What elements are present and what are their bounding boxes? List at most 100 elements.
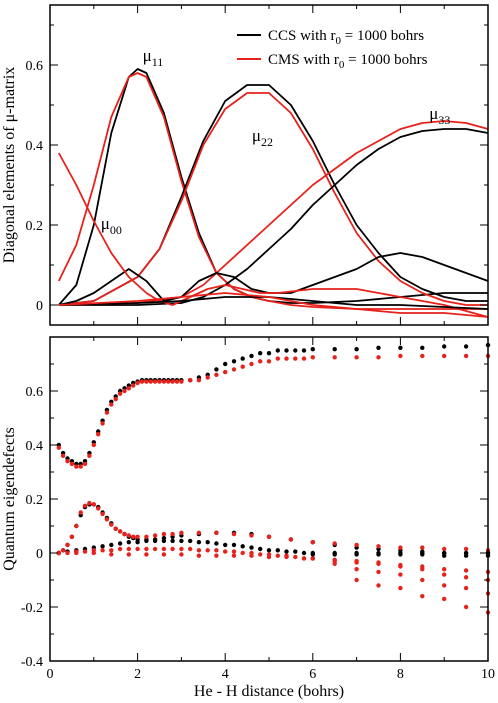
data-point	[205, 548, 210, 553]
data-point	[109, 522, 114, 527]
x-tick-label: 4	[222, 667, 229, 682]
y-tick-label: 0	[36, 547, 43, 562]
data-point	[332, 541, 337, 546]
data-point	[310, 552, 315, 557]
y-tick-label: 0	[36, 299, 43, 314]
data-point	[301, 356, 307, 361]
data-point	[196, 540, 202, 545]
data-point	[354, 567, 359, 572]
data-point	[214, 541, 219, 546]
data-point	[442, 583, 447, 588]
data-point	[240, 364, 245, 369]
data-point	[100, 511, 105, 517]
data-point	[442, 344, 447, 349]
series-points-5	[56, 546, 491, 575]
data-point	[442, 546, 447, 552]
data-point	[109, 402, 114, 407]
y-axis-label: Diagonal elements of μ-matrix	[1, 67, 18, 264]
data-point	[174, 379, 180, 384]
data-point	[152, 546, 158, 552]
legend-label-ccs: CCS with r0 = 1000 bohrs	[268, 28, 424, 47]
data-point	[179, 552, 184, 557]
series-line-4	[58, 128, 489, 306]
data-point	[196, 378, 202, 383]
data-point	[131, 534, 136, 539]
data-point	[249, 553, 254, 558]
data-point	[144, 546, 149, 552]
data-point	[249, 545, 254, 550]
data-point	[354, 552, 359, 557]
data-point	[310, 540, 315, 545]
data-point	[332, 552, 337, 557]
data-point	[293, 356, 298, 361]
data-point	[249, 353, 254, 359]
series-points-2	[56, 502, 491, 556]
y-tick-label: 0.2	[26, 493, 44, 508]
data-point	[152, 379, 158, 384]
panel-1: 0 2 4 6 8 10 -0.4 -0.2 0 0.2 0.4 0.6 Quantum eigende…	[1, 336, 495, 700]
data-point	[60, 453, 66, 458]
data-point	[376, 569, 381, 575]
data-point	[144, 552, 149, 557]
data-point	[266, 554, 272, 560]
data-point	[161, 531, 167, 537]
data-point	[354, 558, 359, 564]
data-point	[420, 567, 425, 572]
data-point	[139, 379, 145, 384]
data-point	[214, 372, 219, 377]
curve-annotation: μ00	[101, 214, 122, 237]
data-point	[376, 583, 381, 588]
data-point	[157, 379, 162, 384]
data-point	[205, 540, 210, 545]
data-point	[420, 577, 425, 583]
data-point	[135, 546, 140, 552]
data-point	[249, 361, 254, 367]
data-point	[135, 540, 140, 545]
data-point	[60, 548, 66, 553]
data-point	[196, 548, 202, 553]
data-point	[144, 379, 149, 384]
data-point	[442, 596, 447, 602]
data-point	[152, 533, 158, 538]
data-point	[284, 356, 289, 361]
data-point	[109, 542, 114, 548]
legend-label-cms: CMS with r0 = 1000 bohrs	[268, 52, 428, 71]
data-point	[100, 548, 105, 553]
data-point	[56, 445, 61, 450]
data-point	[117, 546, 123, 552]
data-point	[258, 351, 263, 356]
data-point	[266, 351, 272, 356]
data-point	[258, 552, 263, 557]
data-point	[275, 348, 280, 353]
x-tick-label: 6	[309, 667, 316, 682]
data-point	[463, 568, 469, 573]
data-point	[223, 542, 228, 548]
data-point	[376, 355, 381, 360]
data-point	[78, 510, 83, 515]
data-point	[463, 353, 469, 359]
data-point	[87, 453, 92, 458]
data-point	[275, 548, 280, 553]
data-point	[109, 548, 114, 553]
data-point	[442, 353, 447, 359]
data-point	[463, 546, 469, 552]
data-point	[96, 506, 101, 511]
data-point	[104, 410, 110, 415]
data-point	[231, 553, 237, 558]
data-point	[284, 549, 289, 554]
x-tick-label: 10	[481, 667, 495, 682]
data-point	[266, 534, 272, 539]
series-points-3	[56, 500, 491, 556]
data-point	[442, 567, 447, 572]
data-point	[376, 345, 381, 350]
data-point	[91, 502, 97, 507]
data-point	[170, 546, 175, 552]
data-point	[231, 531, 237, 537]
data-point	[144, 538, 149, 544]
data-point	[354, 542, 359, 548]
y-axis-label: Quantum eigendefects	[1, 427, 18, 571]
x-axis-label: He - H distance (bohrs)	[194, 683, 344, 700]
data-point	[214, 530, 219, 535]
series-line-3	[58, 92, 488, 306]
data-point	[214, 367, 219, 372]
